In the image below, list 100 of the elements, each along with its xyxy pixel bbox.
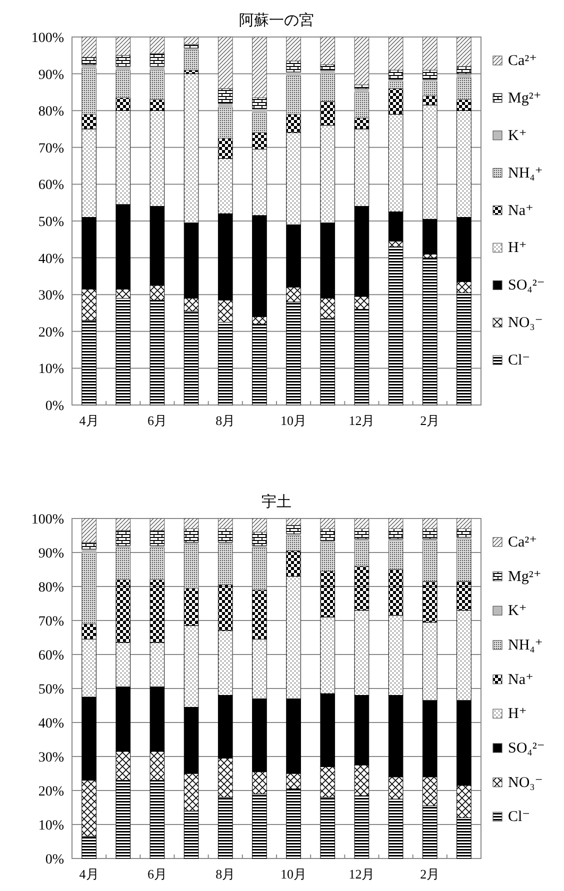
bar [354, 528, 370, 540]
legend-label: NO₃⁻ [508, 774, 543, 791]
y-tick-label: 10% [38, 362, 64, 378]
bar [82, 68, 96, 115]
bar [320, 518, 336, 529]
bar [82, 518, 96, 543]
legend-label: Mg²⁺ [508, 568, 542, 585]
x-tick-label: 8月 [216, 413, 236, 428]
bar [252, 112, 267, 133]
bar [82, 552, 96, 624]
y-tick-label: 80% [38, 104, 64, 120]
bar [82, 36, 96, 58]
bar [252, 108, 267, 113]
bar [286, 518, 301, 526]
bar [218, 544, 233, 586]
y-tick-label: 90% [38, 68, 64, 83]
bar [184, 528, 199, 543]
bar [320, 64, 336, 70]
bar [116, 55, 131, 67]
y-tick-label: 20% [38, 784, 64, 800]
bar [184, 50, 199, 70]
y-tick-label: 70% [38, 614, 64, 630]
legend-label: Mg²⁺ [508, 90, 542, 106]
x-tick-label: 4月 [79, 413, 99, 428]
y-tick-label: 30% [38, 750, 64, 766]
chart-title: 宇土 [262, 494, 292, 510]
bar [150, 547, 165, 580]
bar [286, 75, 301, 115]
bar [218, 88, 233, 104]
x-tick-label: 12月 [348, 866, 375, 882]
bar [184, 544, 199, 588]
legend-label: SO₄²⁻ [508, 278, 545, 294]
legend-label: SO₄²⁻ [508, 740, 545, 756]
bar [354, 540, 370, 566]
y-tick-label: 10% [38, 818, 64, 834]
legend-label: Ca²⁺ [508, 534, 538, 550]
y-tick-label: 70% [38, 141, 64, 156]
x-tick-label: 2月 [420, 413, 440, 428]
bar [422, 36, 438, 70]
bar [252, 532, 267, 546]
bar [422, 528, 438, 540]
bar [388, 70, 404, 80]
y-tick-label: 40% [38, 716, 64, 732]
bar [218, 36, 233, 89]
bar [150, 53, 165, 67]
legend-label: NO₃⁻ [508, 315, 543, 332]
x-tick-label: 2月 [420, 866, 440, 882]
legend-label: Cl⁻ [508, 352, 530, 369]
bar [354, 518, 370, 529]
bar [252, 36, 267, 98]
y-tick-label: 100% [31, 31, 64, 46]
y-tick-label: 40% [38, 252, 64, 267]
legend-label: H⁺ [508, 240, 527, 256]
y-tick-label: 90% [38, 546, 64, 562]
bar [116, 36, 131, 56]
bar [320, 36, 336, 65]
bar [354, 84, 370, 89]
bar [286, 535, 301, 552]
x-tick-label: 10月 [280, 413, 307, 428]
y-tick-label: 0% [45, 399, 64, 414]
bar [422, 518, 438, 529]
bar [218, 518, 233, 529]
x-tick-label: 6月 [147, 413, 167, 428]
bar [388, 540, 404, 570]
bar [320, 528, 336, 541]
bar [422, 258, 438, 406]
bar [116, 547, 131, 580]
legend-label: K⁺ [508, 603, 527, 620]
bar [252, 97, 267, 110]
bar [150, 518, 165, 531]
y-tick-label: 50% [38, 682, 64, 698]
bar [150, 530, 165, 546]
bar [252, 518, 267, 532]
legend-label: Ca²⁺ [508, 53, 538, 69]
y-tick-label: 30% [38, 288, 64, 304]
bar [82, 56, 96, 65]
x-tick-label: 4月 [79, 866, 99, 882]
bar [456, 518, 472, 529]
y-tick-label: 0% [45, 852, 64, 868]
bar [150, 70, 165, 100]
bar [150, 36, 165, 54]
legend-label: Na⁺ [508, 202, 534, 219]
legend-label: H⁺ [508, 706, 527, 722]
y-tick-label: 50% [38, 215, 64, 230]
legend-label: Na⁺ [508, 672, 534, 688]
bar [184, 36, 199, 45]
bar [252, 547, 267, 590]
legend-label: Cl⁻ [508, 809, 530, 826]
bar [422, 70, 438, 80]
bar [354, 92, 370, 118]
bar [82, 548, 96, 553]
y-tick-label: 60% [38, 178, 64, 194]
bar [456, 77, 472, 100]
chart-title: 阿蘇一の宮 [239, 12, 314, 29]
y-tick-label: 80% [38, 580, 64, 596]
x-tick-label: 12月 [348, 413, 375, 428]
bar [354, 36, 370, 86]
x-tick-label: 10月 [280, 866, 307, 882]
x-tick-label: 6月 [147, 866, 167, 882]
bar [286, 525, 301, 534]
